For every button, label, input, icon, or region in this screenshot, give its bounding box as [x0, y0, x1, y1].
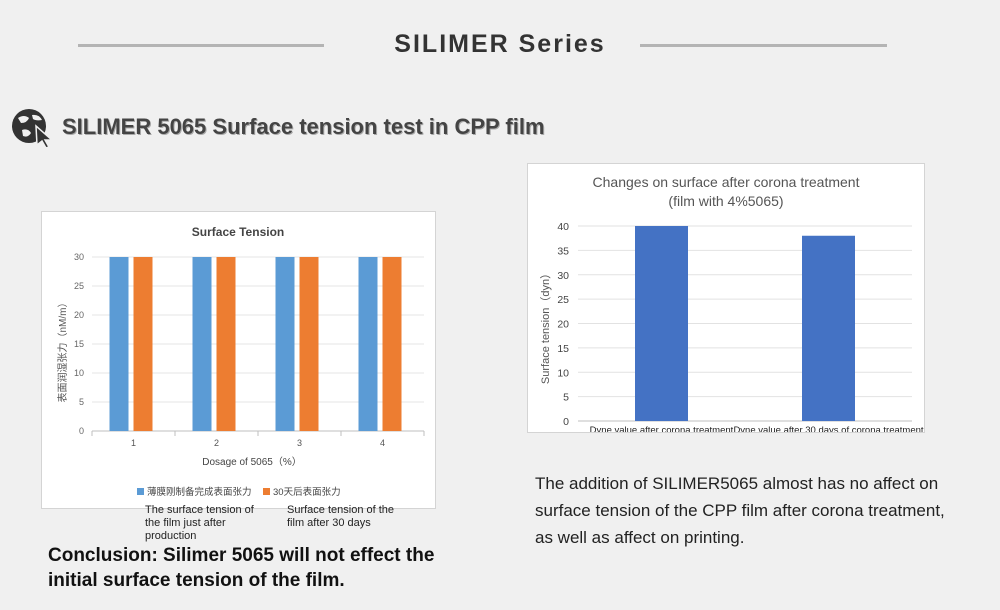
- chart2-x-tick-label: Dyne value after 30 days of corona treat…: [733, 425, 923, 432]
- surface-tension-chart: Surface Tension 表面润湿张力（nM/m） Dosage of 5…: [41, 211, 436, 509]
- chart2-y-tick-label: 0: [563, 416, 569, 428]
- chart1-legend-label: 30天后表面张力: [273, 486, 341, 498]
- chart1-legend-swatch: [263, 488, 270, 495]
- chart1-y-tick-label: 20: [74, 310, 84, 320]
- chart1-title: Surface Tension: [192, 225, 284, 239]
- chart1-bar: [358, 257, 378, 431]
- chart1-x-tick-label: 4: [380, 438, 385, 448]
- chart2-y-tick-label: 30: [557, 270, 569, 282]
- note-after-30-days: Surface tension of the film after 30 day…: [287, 504, 395, 529]
- chart1-y-tick-label: 0: [79, 426, 84, 436]
- chart2-y-tick-label: 10: [557, 367, 569, 379]
- chart1-bar: [382, 257, 402, 431]
- chart2-y-tick-label: 25: [557, 294, 569, 306]
- chart1-bar: [109, 257, 129, 431]
- chart1-y-tick-label: 15: [74, 339, 84, 349]
- chart1-x-axis-label: Dosage of 5065（%）: [202, 456, 302, 468]
- chart1-legend-swatch: [137, 488, 144, 495]
- surface-tension-chart-svg: Surface Tension 表面润湿张力（nM/m） Dosage of 5…: [56, 225, 425, 498]
- chart2-y-tick-label: 15: [557, 343, 569, 355]
- chart2-y-tick-label: 20: [557, 319, 569, 331]
- corona-treatment-chart-svg: Changes on surface after corona treatmen…: [539, 174, 924, 436]
- chart2-subtitle: (film with 4%5065): [668, 193, 783, 209]
- chart2-bar: [635, 226, 688, 421]
- chart1-y-tick-label: 25: [74, 281, 84, 291]
- chart1-bar: [299, 257, 319, 431]
- chart1-bar: [133, 257, 153, 431]
- page-title: SILIMER Series: [394, 30, 606, 58]
- chart2-x-tick-label: Dyne value after corona treatment: [590, 425, 734, 432]
- chart1-x-tick-label: 3: [297, 438, 302, 448]
- note-just-after-production: The surface tension of the film just aft…: [145, 504, 254, 542]
- chart2-title: Changes on surface after corona treatmen…: [593, 174, 860, 190]
- chart1-legend-label: 薄膜刚制备完成表面张力: [147, 486, 252, 498]
- chart1-x-tick-label: 2: [214, 438, 219, 448]
- chart1-y-axis-label: 表面润湿张力（nM/m）: [56, 298, 69, 403]
- chart1-y-tick-label: 30: [74, 252, 84, 262]
- chart1-bar: [216, 257, 236, 431]
- conclusion-text: Conclusion: Silimer 5065 will not effect…: [48, 545, 435, 591]
- chart2-y-tick-label: 35: [557, 245, 569, 257]
- corona-treatment-chart: Changes on surface after corona treatmen…: [527, 163, 925, 436]
- chart1-y-tick-label: 10: [74, 368, 84, 378]
- description-text: The addition of SILIMER5065 almost has n…: [535, 474, 945, 547]
- chart2-y-tick-label: 5: [563, 392, 569, 404]
- chart2-y-axis-label: Surface tension（dyn）: [539, 268, 552, 384]
- chart1-bar: [192, 257, 212, 431]
- chart1-y-tick-label: 5: [79, 397, 84, 407]
- chart1-x-tick-label: 1: [131, 438, 136, 448]
- chart1-bar: [275, 257, 295, 431]
- header-line-left: [78, 44, 324, 47]
- chart2-y-tick-label: 40: [557, 221, 569, 233]
- section-title: SILIMER 5065 Surface tension test in CPP…: [62, 114, 545, 139]
- globe-cursor-icon: [8, 106, 58, 153]
- chart2-bar: [802, 235, 855, 421]
- header-line-right: [640, 44, 887, 47]
